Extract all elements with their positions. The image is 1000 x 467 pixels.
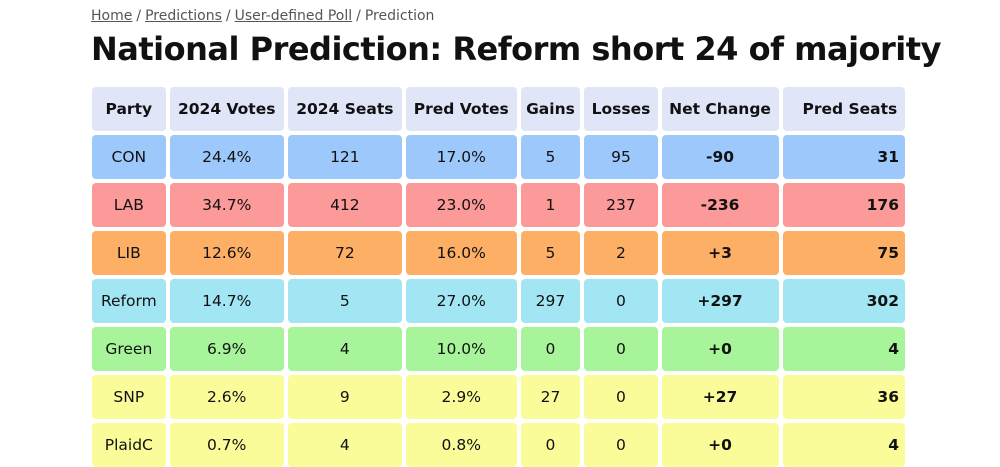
seats-2024-cell: 4 xyxy=(287,327,402,371)
table-row: LIB 12.6% 72 16.0% 5 2 +3 75 xyxy=(92,231,905,275)
votes-2024-cell: 6.9% xyxy=(169,327,284,371)
seats-2024-cell: 4 xyxy=(287,423,402,467)
seats-2024-cell: 412 xyxy=(287,183,402,227)
page-title: National Prediction: Reform short 24 of … xyxy=(91,30,941,68)
pred-votes-cell: 27.0% xyxy=(405,279,517,323)
gains-cell: 1 xyxy=(520,183,581,227)
breadcrumb-separator: / xyxy=(136,8,142,24)
net-change-cell: +0 xyxy=(661,327,779,371)
seats-2024-cell: 72 xyxy=(287,231,402,275)
losses-cell: 237 xyxy=(584,183,658,227)
losses-cell: 0 xyxy=(584,423,658,467)
party-cell: CON xyxy=(92,135,166,179)
votes-2024-cell: 24.4% xyxy=(169,135,284,179)
losses-cell: 95 xyxy=(584,135,658,179)
losses-cell: 0 xyxy=(584,279,658,323)
pred-seats-cell: 4 xyxy=(782,327,905,371)
gains-cell: 0 xyxy=(520,327,581,371)
net-change-cell: +3 xyxy=(661,231,779,275)
header-2024-seats[interactable]: 2024 Seats xyxy=(287,87,402,131)
party-cell: Green xyxy=(92,327,166,371)
net-change-cell: +0 xyxy=(661,423,779,467)
prediction-table: Party 2024 Votes 2024 Seats Pred Votes G… xyxy=(92,87,909,467)
losses-cell: 2 xyxy=(584,231,658,275)
seats-2024-cell: 9 xyxy=(287,375,402,419)
party-cell: LAB xyxy=(92,183,166,227)
breadcrumb-separator: / xyxy=(356,8,361,24)
pred-votes-cell: 17.0% xyxy=(405,135,517,179)
table-row: Reform 14.7% 5 27.0% 297 0 +297 302 xyxy=(92,279,905,323)
breadcrumb-current: Prediction xyxy=(364,8,435,24)
net-change-cell: -90 xyxy=(661,135,779,179)
net-change-cell: -236 xyxy=(661,183,779,227)
pred-seats-cell: 4 xyxy=(782,423,905,467)
pred-seats-cell: 176 xyxy=(782,183,905,227)
pred-votes-cell: 16.0% xyxy=(405,231,517,275)
table-header-row: Party 2024 Votes 2024 Seats Pred Votes G… xyxy=(92,87,905,131)
table-row: SNP 2.6% 9 2.9% 27 0 +27 36 xyxy=(92,375,905,419)
header-losses[interactable]: Losses xyxy=(584,87,658,131)
table-row: CON 24.4% 121 17.0% 5 95 -90 31 xyxy=(92,135,905,179)
header-net-change[interactable]: Net Change xyxy=(661,87,779,131)
gains-cell: 27 xyxy=(520,375,581,419)
net-change-cell: +297 xyxy=(661,279,779,323)
votes-2024-cell: 12.6% xyxy=(169,231,284,275)
seats-2024-cell: 5 xyxy=(287,279,402,323)
party-cell: LIB xyxy=(92,231,166,275)
gains-cell: 5 xyxy=(520,135,581,179)
breadcrumb-separator: / xyxy=(225,8,231,24)
votes-2024-cell: 34.7% xyxy=(169,183,284,227)
votes-2024-cell: 0.7% xyxy=(169,423,284,467)
breadcrumb: Home / Predictions / User-defined Poll / Predi… xyxy=(91,8,434,24)
pred-votes-cell: 23.0% xyxy=(405,183,517,227)
pred-seats-cell: 302 xyxy=(782,279,905,323)
breadcrumb-home-link[interactable]: Home xyxy=(91,8,133,24)
pred-seats-cell: 36 xyxy=(782,375,905,419)
votes-2024-cell: 2.6% xyxy=(169,375,284,419)
net-change-cell: +27 xyxy=(661,375,779,419)
header-pred-votes[interactable]: Pred Votes xyxy=(405,87,517,131)
gains-cell: 5 xyxy=(520,231,581,275)
party-cell: Reform xyxy=(92,279,166,323)
losses-cell: 0 xyxy=(584,375,658,419)
gains-cell: 297 xyxy=(520,279,581,323)
pred-seats-cell: 75 xyxy=(782,231,905,275)
pred-votes-cell: 2.9% xyxy=(405,375,517,419)
header-2024-votes[interactable]: 2024 Votes xyxy=(169,87,284,131)
table-row: LAB 34.7% 412 23.0% 1 237 -236 176 xyxy=(92,183,905,227)
header-pred-seats[interactable]: Pred Seats xyxy=(782,87,905,131)
pred-votes-cell: 0.8% xyxy=(405,423,517,467)
losses-cell: 0 xyxy=(584,327,658,371)
breadcrumb-predictions-link[interactable]: Predictions xyxy=(145,8,222,24)
party-cell: PlaidC xyxy=(92,423,166,467)
gains-cell: 0 xyxy=(520,423,581,467)
table-row: PlaidC 0.7% 4 0.8% 0 0 +0 4 xyxy=(92,423,905,467)
header-party[interactable]: Party xyxy=(92,87,166,131)
party-cell: SNP xyxy=(92,375,166,419)
pred-seats-cell: 31 xyxy=(782,135,905,179)
seats-2024-cell: 121 xyxy=(287,135,402,179)
header-gains[interactable]: Gains xyxy=(520,87,581,131)
table-row: Green 6.9% 4 10.0% 0 0 +0 4 xyxy=(92,327,905,371)
pred-votes-cell: 10.0% xyxy=(405,327,517,371)
votes-2024-cell: 14.7% xyxy=(169,279,284,323)
breadcrumb-poll-link[interactable]: User-defined Poll xyxy=(234,8,353,24)
prediction-table-container: Party 2024 Votes 2024 Seats Pred Votes G… xyxy=(92,87,909,467)
